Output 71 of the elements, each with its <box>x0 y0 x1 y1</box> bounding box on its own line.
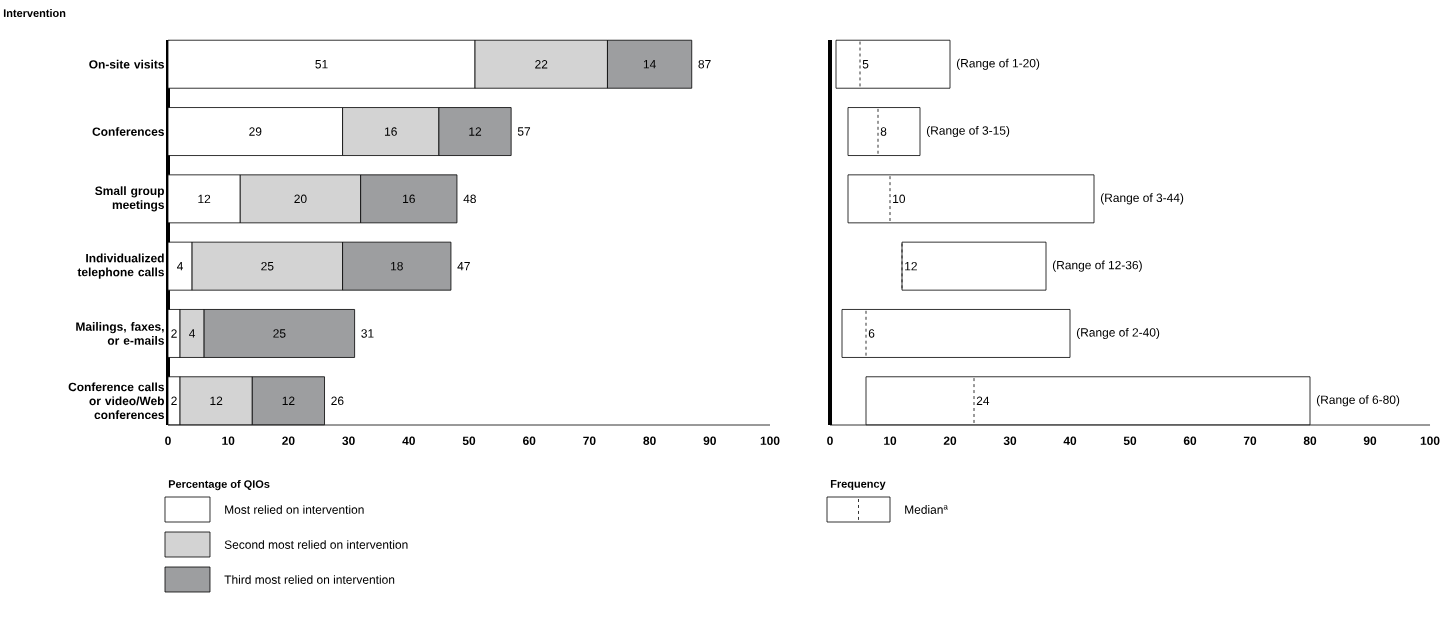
x-tick-label: 100 <box>760 436 780 445</box>
annotation: 12 <box>905 261 917 271</box>
y-tick-label: Small group meetings <box>95 186 164 212</box>
data-label: 18 <box>391 261 403 271</box>
annotation: (Range of 2-40) <box>1076 327 1160 340</box>
data-label: 12 <box>282 396 295 405</box>
x-tick-label: 0 <box>827 436 833 445</box>
x-tick-label: 90 <box>703 436 716 445</box>
total-label: 57 <box>517 127 531 136</box>
x-tick-label: 40 <box>402 436 415 445</box>
annotation: (Range of 3-15) <box>926 125 1010 138</box>
annotation: (Range of 6-80) <box>1316 395 1400 407</box>
x-tick-label: 50 <box>462 436 476 445</box>
x-tick-label: 80 <box>643 436 656 445</box>
total-label: 31 <box>361 329 374 338</box>
x-axis-title: Percentage of QIOs <box>168 479 270 491</box>
legend-label: Most relied on intervention <box>225 505 364 514</box>
data-label: 12 <box>198 194 211 204</box>
x-tick-label: 70 <box>1243 436 1257 445</box>
x-tick-label: 100 <box>1420 436 1440 445</box>
annotation: (Range of 3-44) <box>1100 193 1184 205</box>
data-label: 16 <box>385 127 397 136</box>
data-label: 2 <box>171 329 177 338</box>
x-axis-title: Frequency <box>830 480 886 490</box>
data-label: 2 <box>171 396 177 405</box>
x-tick-label: 40 <box>1063 436 1077 445</box>
y-axis-title: Intervention <box>3 8 66 18</box>
x-tick-label: 10 <box>222 436 235 445</box>
data-label: 4 <box>189 329 196 338</box>
data-label: 25 <box>261 261 274 271</box>
legend-label: Third most relied on intervention <box>224 575 395 584</box>
x-tick-label: 80 <box>1303 436 1317 445</box>
x-tick-label: 60 <box>1183 436 1197 445</box>
annotation: 8 <box>880 127 887 136</box>
annotation: 6 <box>868 329 875 338</box>
x-tick-label: 90 <box>1363 436 1377 445</box>
data-label: 12 <box>210 396 223 405</box>
legend-label: Second most relied on intervention <box>224 540 408 549</box>
x-tick-label: 20 <box>282 436 295 445</box>
data-label: 25 <box>273 329 286 338</box>
total-label: 87 <box>698 60 711 69</box>
x-tick-label: 60 <box>522 436 536 445</box>
x-tick-label: 30 <box>342 436 355 446</box>
y-tick-label: Mailings, faxes, or e-mails <box>76 322 164 345</box>
data-label: 16 <box>403 194 415 204</box>
y-tick-label: Conference calls or video/Web conferences <box>68 382 164 420</box>
y-tick-label: On-site visits <box>89 59 164 69</box>
x-tick-label: 50 <box>1123 436 1137 445</box>
data-label: 29 <box>249 127 262 136</box>
text: Median$^{a}$ <box>905 505 948 514</box>
data-label: 51 <box>315 60 328 69</box>
y-tick-label: Conferences <box>92 127 164 136</box>
data-label: 4 <box>177 262 184 271</box>
annotation: 24 <box>976 396 990 405</box>
annotation: (Range of 1-20) <box>956 58 1040 70</box>
x-tick-label: 20 <box>943 436 957 445</box>
annotation: (Range of 12-36) <box>1052 260 1142 272</box>
total-label: 48 <box>463 194 476 204</box>
total-label: 26 <box>331 396 344 405</box>
data-label: 22 <box>535 60 548 69</box>
total-label: 47 <box>457 262 470 271</box>
y-tick-label: Individualized telephone calls <box>77 253 164 279</box>
x-tick-label: 0 <box>165 436 171 445</box>
x-tick-label: 70 <box>583 436 596 445</box>
data-label: 20 <box>294 194 307 204</box>
annotation: 10 <box>893 194 906 204</box>
annotation: 5 <box>862 60 869 69</box>
x-tick-label: 30 <box>1003 436 1017 446</box>
x-tick-label: 10 <box>884 436 897 445</box>
data-label: 14 <box>643 60 656 69</box>
data-label: 12 <box>469 127 482 136</box>
